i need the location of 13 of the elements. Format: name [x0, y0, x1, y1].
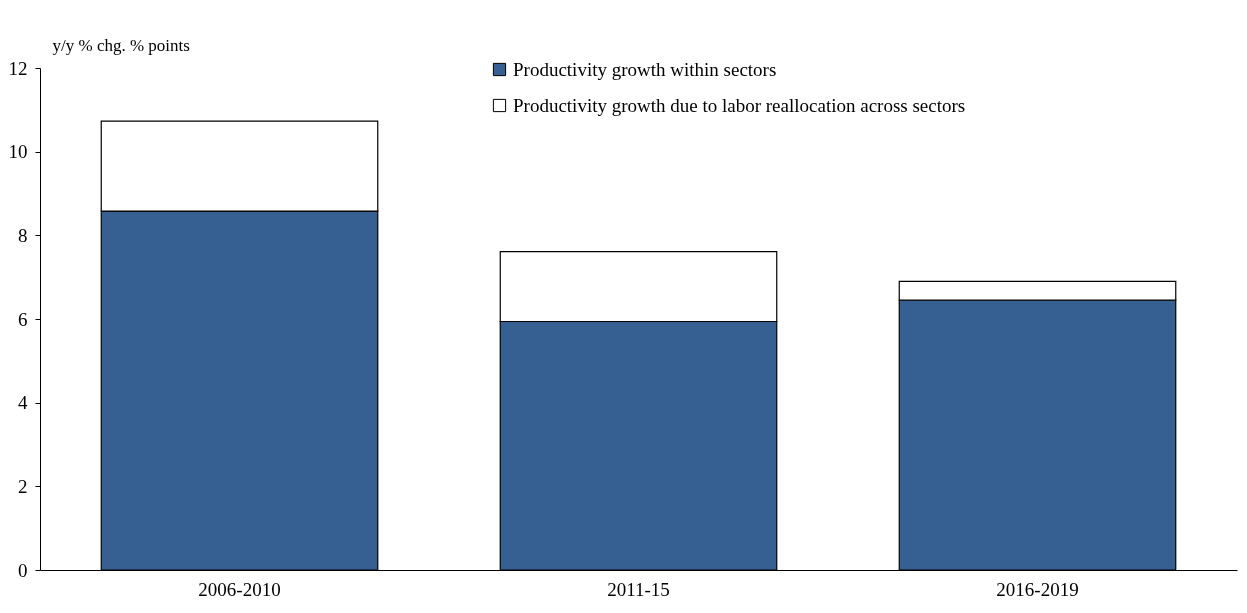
- legend-label: Productivity growth due to labor reallocation across sectors: [513, 94, 966, 116]
- y-tick-label: 2: [18, 475, 28, 497]
- x-tick-label: 2016-2019: [996, 578, 1079, 600]
- y-axis-title: y/y % chg. % points: [52, 35, 190, 55]
- x-tick-label: 2011-15: [607, 578, 670, 600]
- y-tick-label: 0: [18, 559, 28, 581]
- y-tick-label: 10: [8, 141, 28, 163]
- y-tick-label: 8: [18, 224, 28, 246]
- y-tick-label: 4: [18, 392, 28, 414]
- x-tick-label: 2006-2010: [198, 578, 281, 600]
- legend-label: Productivity growth within sectors: [513, 58, 777, 80]
- y-tick-label: 6: [18, 308, 28, 330]
- y-tick-label: 12: [8, 57, 28, 79]
